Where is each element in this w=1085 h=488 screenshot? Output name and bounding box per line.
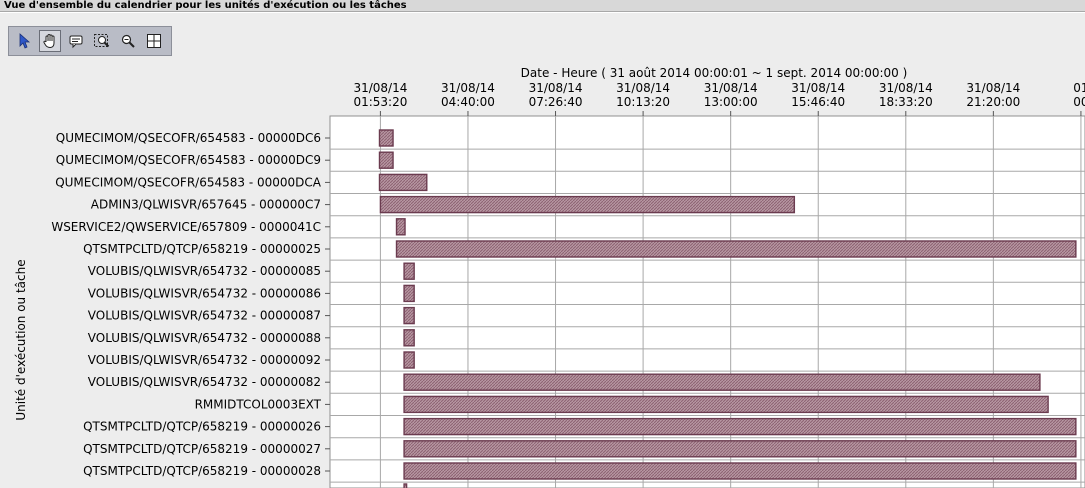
y-category-label: QTSMTPCLTD/QTCP/658219 - 00000026	[83, 420, 321, 434]
y-category-label: QUMECIMOM/QSECOFR/654583 - 00000DCA	[55, 175, 322, 189]
gantt-bar	[403, 395, 1049, 414]
x-tick-label: 21:20:00	[966, 95, 1020, 109]
y-category-label: QTSMTPCLTD/QTCP/658219 - 00000027	[83, 442, 321, 456]
gantt-bar	[403, 373, 1041, 391]
bars	[378, 129, 1077, 488]
select-pointer-icon[interactable]	[13, 30, 35, 52]
x-tick-label: 31/08/14	[791, 81, 845, 95]
crosshair-icon[interactable]	[143, 30, 165, 52]
x-tick-label: 04:40:00	[441, 95, 495, 109]
gantt-bar	[403, 284, 415, 303]
gantt-bar	[403, 462, 1077, 480]
x-tick-label: 00	[1073, 95, 1085, 109]
x-tick-label: 18:33:20	[879, 95, 933, 109]
x-tick-label: 31/08/14	[616, 81, 670, 95]
x-tick-label: 31/08/14	[529, 81, 583, 95]
gantt-bar	[403, 417, 1077, 436]
gantt-bar	[403, 483, 408, 488]
zoom-box-icon[interactable]	[91, 30, 113, 52]
y-category-label: VOLUBIS/QLWISVR/654732 - 00000092	[88, 353, 321, 367]
x-axis-ticks: 31/08/1401:53:2031/08/1404:40:0031/08/14…	[353, 81, 1085, 116]
gantt-bar	[379, 195, 796, 214]
pan-hand-icon[interactable]	[39, 30, 61, 52]
gantt-bar	[403, 329, 415, 347]
x-tick-label: 31/08/14	[879, 81, 933, 95]
y-category-label: QTSMTPCLTD/QTCP/658219 - 00000028	[83, 464, 321, 478]
y-axis-labels: QUMECIMOM/QSECOFR/654583 - 00000DC6 QUMEC…	[51, 131, 330, 478]
window-title: Vue d'ensemble du calendrier pour les un…	[0, 0, 1085, 12]
y-category-label: ADMIN3/QLWISVR/657645 - 000000C7	[91, 198, 321, 212]
x-tick-label: 31/08/14	[353, 81, 407, 95]
y-category-label: VOLUBIS/QLWISVR/654732 - 00000085	[88, 264, 321, 278]
gantt-bar	[378, 129, 394, 147]
x-tick-label: 15:46:40	[791, 95, 845, 109]
gantt-bar	[395, 240, 1077, 258]
y-category-label: QUMECIMOM/QSECOFR/654583 - 00000DC6	[56, 131, 321, 145]
y-category-label: WSERVICE2/QWSERVICE/657809 - 0000041C	[51, 220, 321, 234]
y-category-label: VOLUBIS/QLWISVR/654732 - 00000088	[88, 331, 321, 345]
y-category-label: RMMIDTCOL0003EXT	[195, 397, 322, 411]
x-tick-label: 10:13:20	[616, 95, 670, 109]
x-tick-label: 07:26:40	[529, 95, 583, 109]
gantt-bar	[403, 351, 415, 369]
zoom-out-icon[interactable]	[117, 30, 139, 52]
gantt-bar	[403, 440, 1077, 458]
x-tick-label: 31/08/14	[704, 81, 758, 95]
chart-toolbar	[8, 26, 172, 56]
x-tick-label: 01	[1073, 81, 1085, 95]
gantt-bar	[403, 262, 415, 280]
y-category-label: VOLUBIS/QLWISVR/654732 - 00000086	[88, 286, 321, 300]
y-category-label: QUMECIMOM/QSECOFR/654583 - 00000DC9	[56, 153, 321, 167]
gantt-bar	[395, 218, 406, 236]
gantt-bar	[378, 151, 394, 169]
gantt-bar	[378, 173, 428, 192]
gantt-bar	[403, 306, 415, 325]
grid-lines	[330, 116, 1085, 488]
y-axis-title: Unité d'exécution ou tâche	[14, 259, 28, 421]
y-category-label: VOLUBIS/QLWISVR/654732 - 00000082	[88, 375, 321, 389]
x-tick-label: 13:00:00	[704, 95, 758, 109]
x-tick-label: 31/08/14	[441, 81, 495, 95]
comment-icon[interactable]	[65, 30, 87, 52]
x-tick-label: 01:53:20	[353, 95, 407, 109]
y-category-label: QTSMTPCLTD/QTCP/658219 - 00000025	[83, 242, 321, 256]
y-category-label: VOLUBIS/QLWISVR/654732 - 00000087	[88, 309, 321, 323]
x-tick-label: 31/08/14	[966, 81, 1020, 95]
x-axis-title: Date - Heure ( 31 août 2014 00:00:01 ~ 1…	[521, 66, 908, 80]
